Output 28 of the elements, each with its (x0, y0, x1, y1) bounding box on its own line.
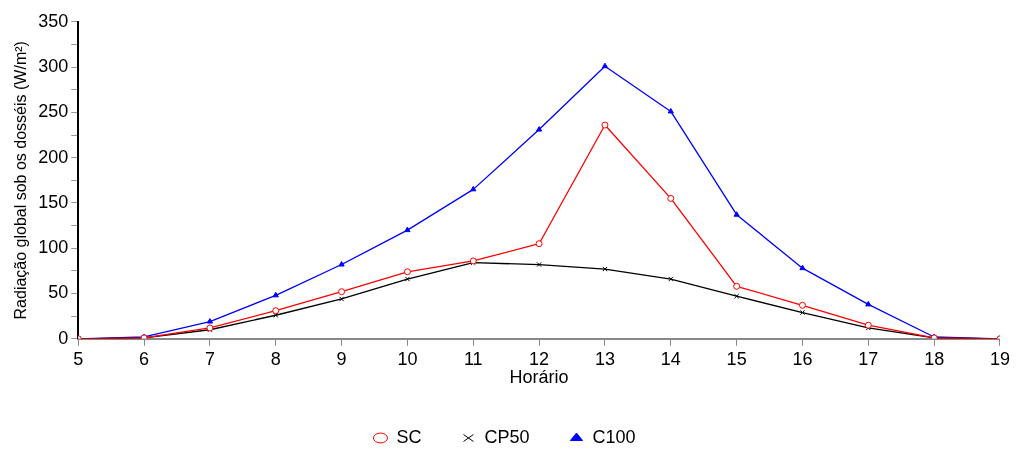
y-tick-label: 200 (38, 146, 69, 167)
x-tick-label: 16 (792, 348, 813, 369)
y-tick-label: 100 (38, 237, 69, 258)
x-tick-label: 14 (660, 348, 681, 369)
y-tick-label: 150 (38, 191, 69, 212)
x-tick-label: 15 (726, 348, 747, 369)
x-tick-label: 5 (73, 348, 84, 369)
x-tick-label: 13 (594, 348, 615, 369)
x-tick-label: 11 (463, 348, 483, 369)
legend-label: CP50 (484, 426, 530, 447)
legend-label: C100 (592, 426, 636, 447)
x-tick-label: 10 (397, 348, 418, 369)
y-tick-label: 0 (58, 327, 69, 348)
x-tick-label: 9 (336, 348, 347, 369)
legend-label: SC (396, 426, 422, 447)
y-tick-label: 300 (38, 56, 69, 77)
x-tick-label: 18 (924, 348, 945, 369)
y-axis-title: Radiação global sob os dosséis (W/m²) (12, 41, 30, 320)
x-tick-label: 7 (204, 348, 215, 369)
x-axis-title: Horário (509, 367, 569, 388)
x-tick-label: 12 (529, 348, 550, 369)
y-tick-label: 50 (48, 282, 69, 303)
x-tick-label: 19 (989, 348, 1010, 369)
x-tick-label: 17 (858, 348, 879, 369)
y-tick-label: 250 (38, 101, 69, 122)
x-tick-label: 6 (139, 348, 150, 369)
y-tick-label: 350 (38, 10, 69, 31)
x-tick-label: 8 (270, 348, 281, 369)
